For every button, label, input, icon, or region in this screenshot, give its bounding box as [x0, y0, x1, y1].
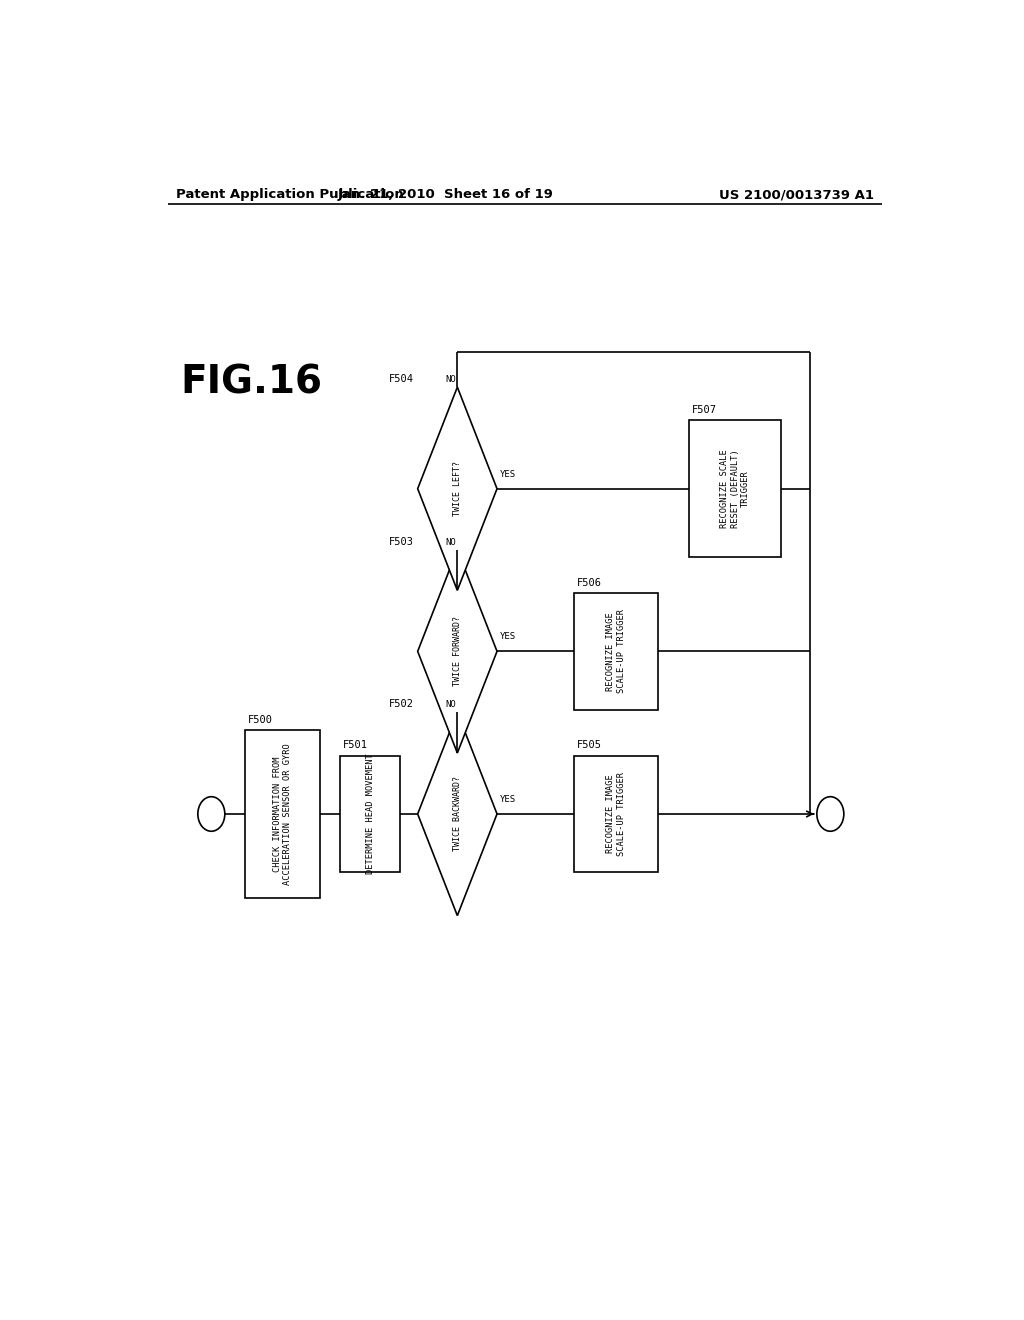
Text: YES: YES	[500, 795, 516, 804]
Text: TWICE LEFT?: TWICE LEFT?	[453, 461, 462, 516]
Text: F503: F503	[389, 537, 414, 546]
Polygon shape	[418, 549, 497, 752]
FancyBboxPatch shape	[574, 755, 657, 873]
Text: F506: F506	[577, 578, 602, 587]
Text: US 2100/0013739 A1: US 2100/0013739 A1	[719, 187, 873, 201]
Text: CHECK INFORMATION FROM
ACCELERATION SENSOR OR GYRO: CHECK INFORMATION FROM ACCELERATION SENS…	[273, 743, 293, 884]
FancyBboxPatch shape	[689, 420, 780, 557]
Text: F505: F505	[577, 741, 602, 751]
Text: RECOGNIZE IMAGE
SCALE-UP TRIGGER: RECOGNIZE IMAGE SCALE-UP TRIGGER	[606, 610, 626, 693]
Circle shape	[198, 797, 225, 832]
Text: NO: NO	[445, 700, 456, 709]
FancyBboxPatch shape	[574, 593, 657, 710]
Polygon shape	[418, 713, 497, 916]
Text: TWICE BACKWARD?: TWICE BACKWARD?	[453, 776, 462, 851]
Text: DETERMINE HEAD MOVEMENT: DETERMINE HEAD MOVEMENT	[366, 754, 375, 874]
Text: YES: YES	[500, 470, 516, 479]
Text: Patent Application Publication: Patent Application Publication	[176, 187, 403, 201]
Polygon shape	[418, 387, 497, 590]
Text: RECOGNIZE SCALE
RESET (DEFAULT)
TRIGGER: RECOGNIZE SCALE RESET (DEFAULT) TRIGGER	[720, 449, 750, 528]
Circle shape	[817, 797, 844, 832]
FancyBboxPatch shape	[245, 730, 321, 898]
Text: RECOGNIZE IMAGE
SCALE-UP TRIGGER: RECOGNIZE IMAGE SCALE-UP TRIGGER	[606, 772, 626, 855]
Text: F502: F502	[389, 700, 414, 709]
Text: NO: NO	[445, 537, 456, 546]
Text: F507: F507	[692, 405, 717, 414]
Text: F501: F501	[343, 741, 368, 751]
Text: YES: YES	[500, 632, 516, 642]
Text: F504: F504	[389, 374, 414, 384]
Text: F500: F500	[248, 715, 272, 725]
Text: FIG.16: FIG.16	[180, 363, 322, 401]
Text: NO: NO	[445, 375, 456, 384]
FancyBboxPatch shape	[340, 755, 399, 873]
Text: TWICE FORWARD?: TWICE FORWARD?	[453, 616, 462, 686]
Text: Jan. 21, 2010  Sheet 16 of 19: Jan. 21, 2010 Sheet 16 of 19	[338, 187, 553, 201]
